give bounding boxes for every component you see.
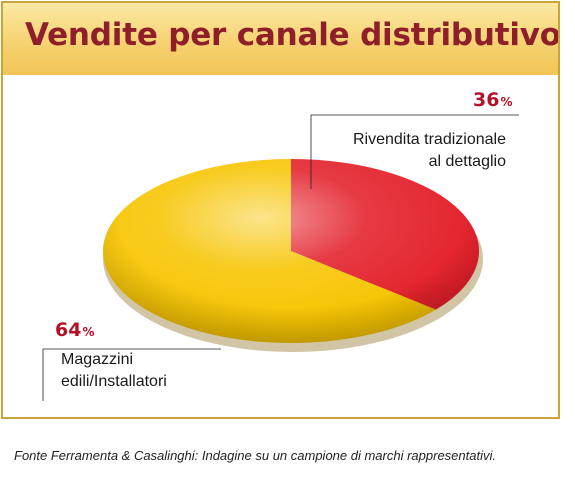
source-note: Fonte Ferramenta & Casalinghi: Indagine … [14, 448, 496, 463]
pie-chart [42, 114, 519, 401]
slice-label-magazzini: Magazzini edili/Installatori [61, 351, 167, 390]
slice-label-rivendita: Rivendita tradizionale al dettaglio [353, 131, 506, 170]
chart-frame: Vendite per canale distributivo 36% Rive… [1, 1, 560, 419]
pie-edge-shade [103, 159, 479, 343]
leader-line-magazzini [42, 348, 221, 401]
chart-title: Vendite per canale distributivo [25, 17, 560, 53]
slice-value-magazzini: 64% [55, 319, 95, 341]
slice-value-rivendita: 36% [473, 89, 513, 111]
title-bar: Vendite per canale distributivo [3, 3, 558, 75]
leader-line-rivendita [310, 114, 519, 189]
